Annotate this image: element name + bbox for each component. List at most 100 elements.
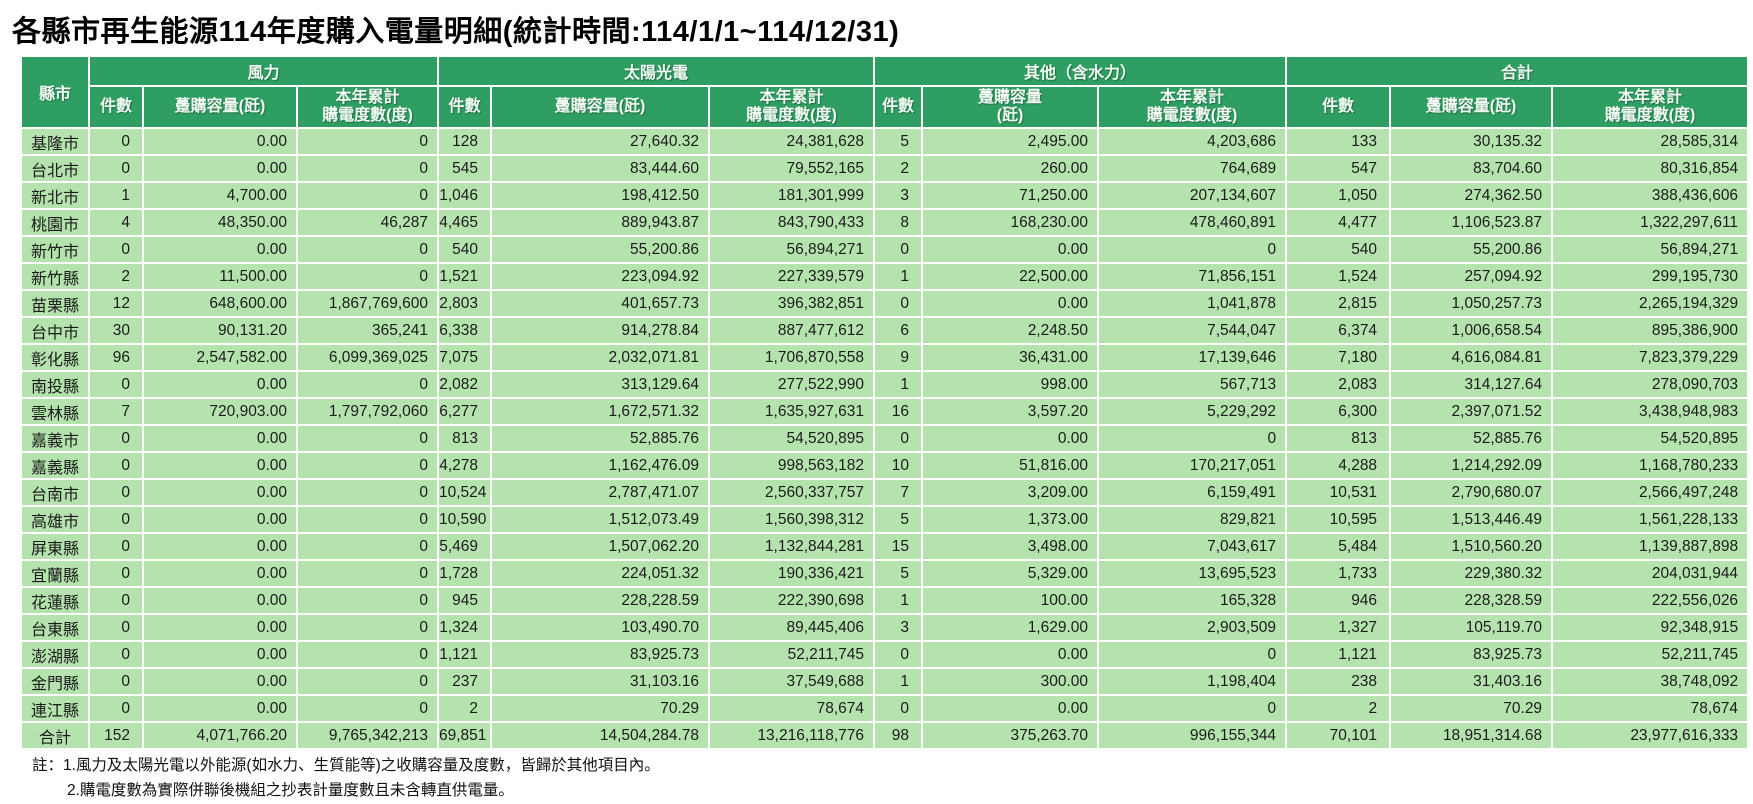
wind-count-cell: 0: [90, 453, 142, 478]
wind-capacity-cell: 648,600.00: [144, 291, 296, 316]
total-capacity-cell: 52,885.76: [1391, 426, 1552, 451]
county-cell: 雲林縣: [22, 399, 88, 424]
solar-count-cell: 1,121: [439, 642, 490, 667]
total-capacity-cell: 314,127.64: [1391, 372, 1552, 397]
other-capacity-cell: 36,431.00: [923, 345, 1098, 370]
county-cell: 新竹市: [22, 237, 88, 262]
energy-header-line1: 本年累計: [1160, 89, 1225, 107]
table-header: 縣市 風力 太陽光電 其他（含水力） 合計 件數 躉購容量(瓩) 本年累計 購電度…: [22, 57, 1748, 127]
other-capacity-cell: 71,250.00: [923, 183, 1098, 208]
solar-capacity-cell: 1,672,571.32: [492, 399, 708, 424]
solar-energy-cell: 1,132,844,281: [710, 534, 874, 559]
other-count-cell: 0: [875, 237, 922, 262]
other-count-cell: 5: [875, 561, 922, 586]
solar-energy-cell: 52,211,745: [710, 642, 874, 667]
county-cell: 合計: [22, 723, 88, 748]
wind-energy-cell: 0: [298, 183, 437, 208]
total-count-cell: 70,101: [1287, 723, 1390, 748]
solar-count-cell: 545: [439, 156, 490, 181]
total-energy-cell: 7,823,379,229: [1553, 345, 1748, 370]
solar-capacity-cell: 1,512,073.49: [492, 507, 708, 532]
wind-energy-cell: 0: [298, 237, 437, 262]
energy-table: 縣市 風力 太陽光電 其他（含水力） 合計 件數 躉購容量(瓩) 本年累計 購電度…: [20, 55, 1749, 750]
other-capacity-cell: 260.00: [923, 156, 1098, 181]
county-cell: 基隆市: [22, 129, 88, 154]
wind-capacity-cell: 0.00: [144, 453, 296, 478]
total-capacity-cell: 105,119.70: [1391, 615, 1552, 640]
county-cell: 台中市: [22, 318, 88, 343]
wind-energy-cell: 365,241: [298, 318, 437, 343]
other-count-cell: 98: [875, 723, 922, 748]
wind-energy-cell: 0: [298, 156, 437, 181]
table-row: 連江縣 0 0.00 0 2 70.29 78,674 0 0.00 0 2 7…: [22, 696, 1748, 721]
solar-count-cell: 69,851: [439, 723, 490, 748]
wind-capacity-cell: 0.00: [144, 534, 296, 559]
table-row: 新竹市 0 0.00 0 540 55,200.86 56,894,271 0 …: [22, 237, 1748, 262]
total-count-cell: 1,121: [1287, 642, 1390, 667]
other-count-cell: 0: [875, 642, 922, 667]
total-energy-cell: 1,139,887,898: [1553, 534, 1748, 559]
wind-count-header: 件數: [90, 87, 142, 127]
wind-energy-cell: 6,099,369,025: [298, 345, 437, 370]
total-count-cell: 6,300: [1287, 399, 1390, 424]
total-capacity-cell: 1,214,292.09: [1391, 453, 1552, 478]
wind-energy-cell: 0: [298, 534, 437, 559]
total-count-cell: 10,531: [1287, 480, 1390, 505]
other-capacity-cell: 0.00: [923, 237, 1098, 262]
county-cell: 新竹縣: [22, 264, 88, 289]
total-count-cell: 547: [1287, 156, 1390, 181]
solar-energy-cell: 887,477,612: [710, 318, 874, 343]
total-capacity-cell: 1,006,658.54: [1391, 318, 1552, 343]
total-count-cell: 1,524: [1287, 264, 1390, 289]
table-row: 澎湖縣 0 0.00 0 1,121 83,925.73 52,211,745 …: [22, 642, 1748, 667]
table-row: 彰化縣 96 2,547,582.00 6,099,369,025 7,075 …: [22, 345, 1748, 370]
solar-capacity-cell: 224,051.32: [492, 561, 708, 586]
table-row: 基隆市 0 0.00 0 128 27,640.32 24,381,628 5 …: [22, 129, 1748, 154]
wind-energy-cell: 46,287: [298, 210, 437, 235]
wind-capacity-cell: 0.00: [144, 237, 296, 262]
total-energy-cell: 23,977,616,333: [1553, 723, 1748, 748]
wind-energy-header: 本年累計 購電度數(度): [298, 87, 437, 127]
wind-energy-cell: 0: [298, 615, 437, 640]
other-energy-cell: 4,203,686: [1099, 129, 1286, 154]
total-capacity-cell: 31,403.16: [1391, 669, 1552, 694]
table-row: 桃園市 4 48,350.00 46,287 4,465 889,943.87 …: [22, 210, 1748, 235]
wind-count-cell: 0: [90, 534, 142, 559]
solar-capacity-cell: 27,640.32: [492, 129, 708, 154]
other-capacity-cell: 168,230.00: [923, 210, 1098, 235]
other-energy-cell: 165,328: [1099, 588, 1286, 613]
wind-count-cell: 0: [90, 372, 142, 397]
other-capacity-cell: 1,629.00: [923, 615, 1098, 640]
wind-capacity-cell: 720,903.00: [144, 399, 296, 424]
solar-energy-cell: 13,216,118,776: [710, 723, 874, 748]
total-capacity-cell: 2,397,071.52: [1391, 399, 1552, 424]
total-energy-cell: 3,438,948,983: [1553, 399, 1748, 424]
county-cell: 宜蘭縣: [22, 561, 88, 586]
other-count-cell: 0: [875, 696, 922, 721]
solar-capacity-cell: 31,103.16: [492, 669, 708, 694]
solar-count-cell: 6,277: [439, 399, 490, 424]
solar-energy-cell: 843,790,433: [710, 210, 874, 235]
other-energy-cell: 829,821: [1099, 507, 1286, 532]
other-energy-cell: 6,159,491: [1099, 480, 1286, 505]
wind-capacity-cell: 0.00: [144, 372, 296, 397]
wind-capacity-cell: 11,500.00: [144, 264, 296, 289]
solar-energy-cell: 24,381,628: [710, 129, 874, 154]
total-capacity-cell: 1,106,523.87: [1391, 210, 1552, 235]
solar-energy-cell: 222,390,698: [710, 588, 874, 613]
wind-capacity-cell: 0.00: [144, 615, 296, 640]
solar-energy-cell: 227,339,579: [710, 264, 874, 289]
total-count-cell: 133: [1287, 129, 1390, 154]
wind-energy-cell: 9,765,342,213: [298, 723, 437, 748]
other-count-cell: 16: [875, 399, 922, 424]
county-cell: 嘉義市: [22, 426, 88, 451]
wind-capacity-cell: 0.00: [144, 561, 296, 586]
wind-capacity-cell: 4,071,766.20: [144, 723, 296, 748]
total-energy-cell: 1,561,228,133: [1553, 507, 1748, 532]
other-energy-cell: 17,139,646: [1099, 345, 1286, 370]
wind-energy-cell: 0: [298, 507, 437, 532]
total-capacity-cell: 18,951,314.68: [1391, 723, 1552, 748]
solar-energy-cell: 181,301,999: [710, 183, 874, 208]
total-capacity-cell: 4,616,084.81: [1391, 345, 1552, 370]
